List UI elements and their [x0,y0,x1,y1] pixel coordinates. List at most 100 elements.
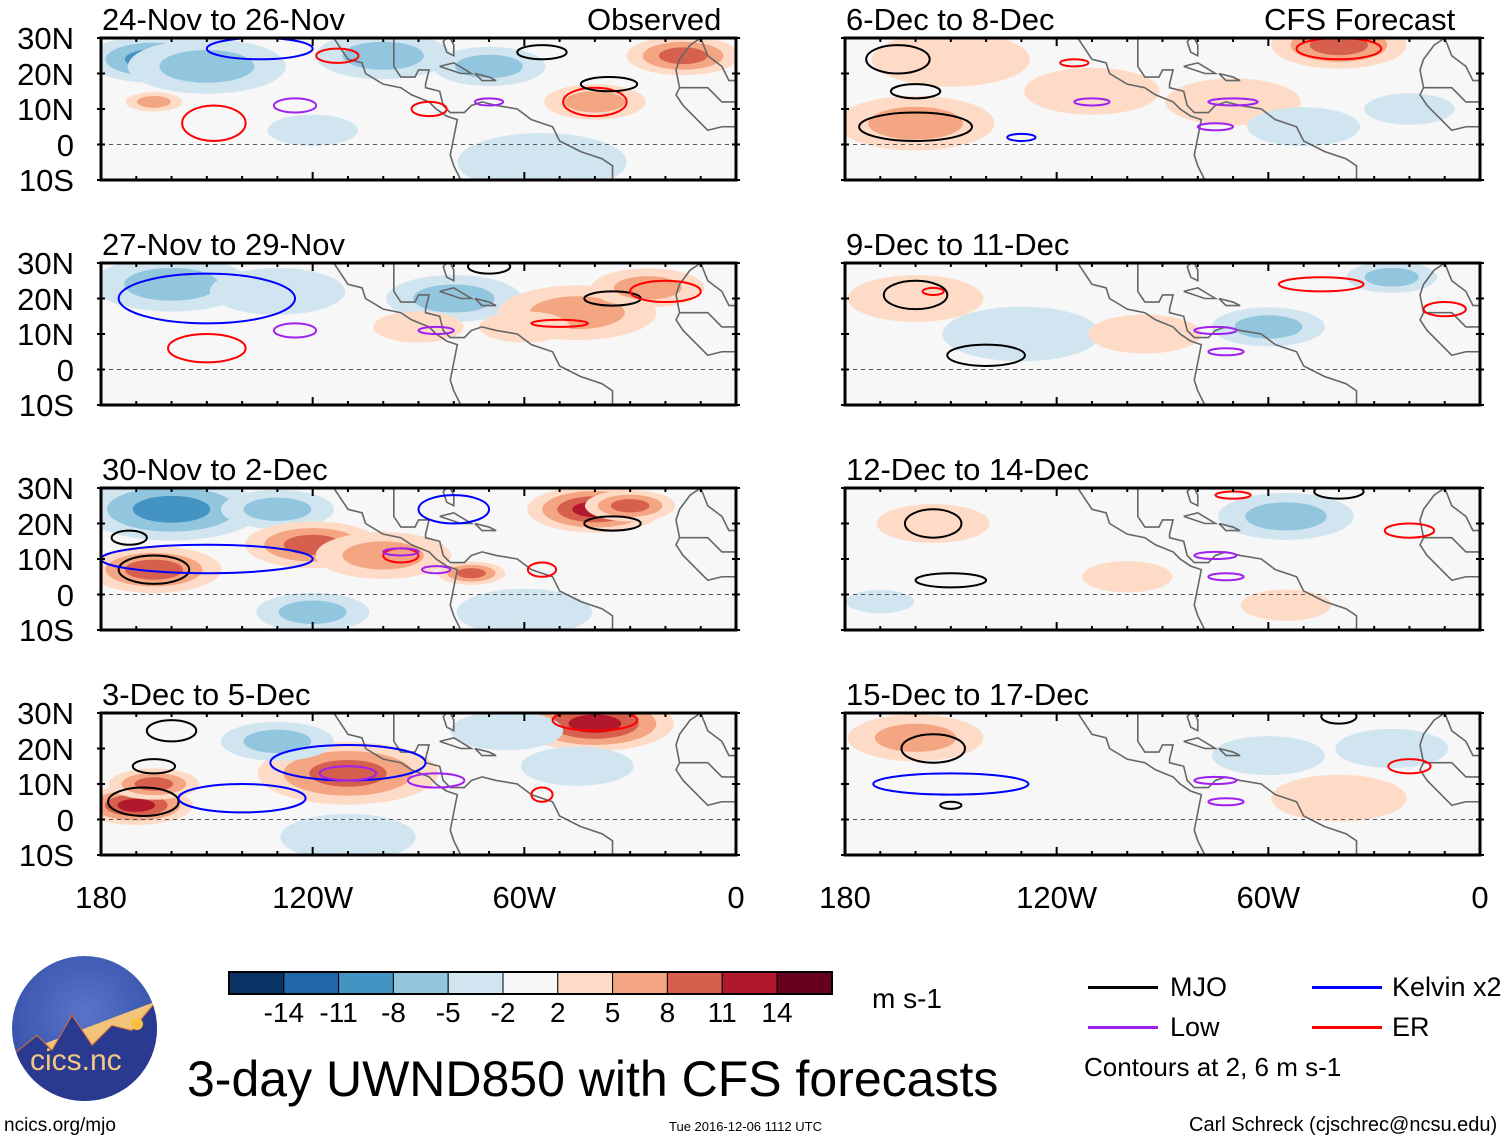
coastline [1423,311,1480,328]
kelvin-contour [417,494,491,525]
wind-anomaly-shading [267,114,358,146]
low-contour [421,565,452,575]
kelvin-contour [1006,132,1037,142]
coastline [1183,286,1219,300]
coastline [474,297,497,307]
coastline [1186,488,1199,508]
low-contour [417,325,455,336]
lon-tick-label: 180 [75,880,127,915]
panel-title: 9-Dec to 11-Dec [846,227,1070,262]
lat-tick-label: 10N [17,317,74,352]
coastline [1423,86,1480,103]
wind-anomaly-shading [564,91,626,113]
coastline [679,311,736,328]
map-panel [841,711,1484,857]
wind-anomaly-shading [1088,314,1202,354]
wind-anomaly-shading [1271,774,1407,822]
lat-tick-label: 20N [17,56,74,92]
wind-anomaly-shading [456,588,593,630]
coastline [1443,713,1480,757]
wind-anomaly-shading [159,49,255,83]
lat-tick-label: 0 [56,352,74,388]
lat-tick-label: 30N [17,246,74,281]
colorbar-swatch [283,971,340,995]
colorbar-swatch [502,971,559,995]
lat-tick-label: 20N [17,506,74,542]
mjo-contour [865,44,931,75]
coastline [332,713,462,855]
low-contour [1193,325,1238,336]
wind-anomaly-shading [613,276,682,300]
colorbar-swatch [447,971,504,995]
wind-anomaly-shading [1309,38,1368,56]
coastline [1076,38,1206,180]
mjo-contour [903,508,963,539]
wind-anomaly-shading [132,495,211,523]
panel-title: 6-Dec to 8-Dec [846,2,1055,37]
low-contour [1196,122,1235,132]
map-panel [97,486,740,632]
lat-tick-label: 20N [17,731,74,767]
colorbar-swatch [776,971,833,995]
legend-er: ER [1392,1012,1430,1042]
panel-title: 12-Dec to 14-Dec [846,452,1089,487]
colorbar-swatch [612,971,668,995]
panel-title: 24-Nov to 26-Nov [102,2,345,37]
mjo-contour [516,44,568,61]
coastline [1137,38,1358,180]
coastline [1186,38,1199,58]
coastline [1419,488,1480,582]
timestamp: Tue 2016-12-06 1112 UTC [669,1119,822,1134]
wind-anomaly-shading [868,106,963,140]
colorbar-tick-label: 2 [550,997,566,1028]
er-contour [921,286,945,296]
mjo-contour [946,343,1026,367]
colorbar-swatch [557,971,614,995]
coastline [1076,488,1206,630]
coastline [439,286,475,300]
coastline [679,86,736,103]
low-contour [406,772,466,789]
legend-low: Low [1170,1012,1220,1042]
wind-anomaly-shading [1247,107,1361,147]
coastline [1218,297,1241,307]
lon-tick-label: 60W [492,880,557,915]
wind-anomaly-shading [876,503,990,544]
wind-anomaly-shading [456,568,486,579]
mjo-contour [117,554,191,585]
wind-anomaly-shading [309,759,387,787]
lat-tick-label: 30N [17,696,74,731]
wind-anomaly-shading [243,729,312,754]
coastline [439,736,475,750]
kelvin-contour [117,272,297,325]
wind-anomaly-shading [1240,589,1332,621]
er-contour [315,47,360,64]
low-contour [1207,347,1245,357]
mjo-contour [131,758,177,775]
coastline [1443,38,1480,82]
low-contour [382,547,420,557]
er-contour [1387,758,1432,775]
coastline [699,713,736,757]
coastline [474,747,497,757]
lon-tick-label: 180 [819,880,871,915]
legend-low-line [1088,1026,1158,1029]
coastline [474,522,497,532]
wind-anomaly-shading [280,813,416,855]
coastline [679,761,736,778]
mjo-contour [1313,488,1365,500]
lat-tick-label: 30N [17,21,74,56]
coastline [675,38,736,132]
colorbar-tick-label: -11 [319,997,358,1028]
er-contour [1383,522,1436,539]
wind-anomaly-shading [124,267,219,301]
map-panel [97,711,740,857]
coastline [1137,713,1358,855]
coastline [439,511,475,525]
coastline [393,263,614,405]
wind-anomaly-shading [846,589,915,614]
er-contour [181,104,247,142]
wind-anomaly-shading [1364,93,1455,125]
coastline [1419,263,1480,357]
lat-tick-label: 0 [56,577,74,613]
